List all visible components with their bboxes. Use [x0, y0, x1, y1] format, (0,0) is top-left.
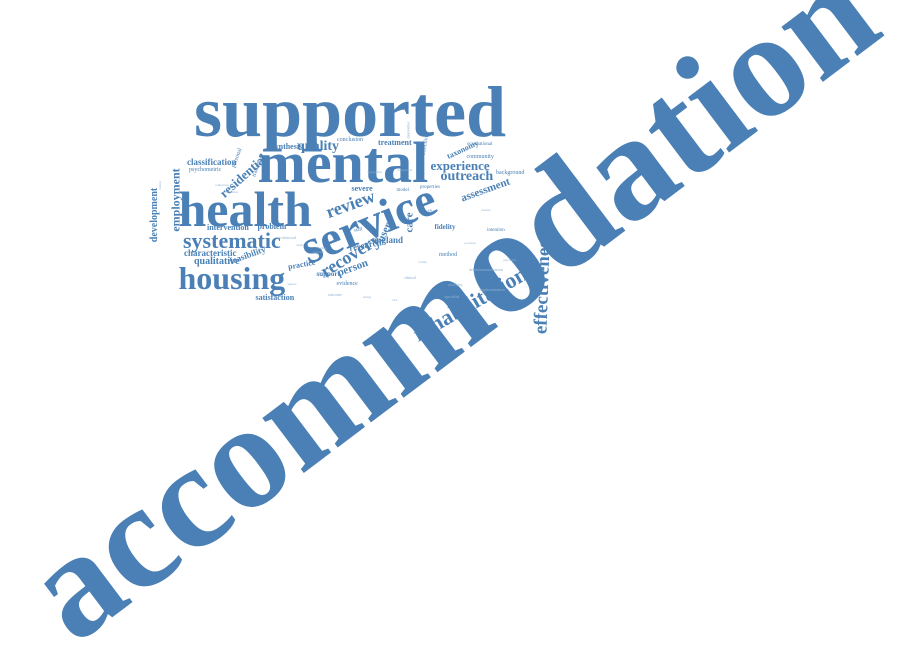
cloud-word: outreach: [440, 169, 494, 184]
cloud-word: england: [372, 234, 404, 245]
cloud-word: intention: [487, 227, 505, 233]
cloud-word: clinical: [404, 275, 416, 280]
cloud-word: effectiveness: [529, 232, 555, 334]
cloud-word: fidelity: [434, 222, 456, 231]
cloud-word: properties: [420, 184, 440, 190]
cloud-word: trial: [392, 297, 398, 302]
cloud-word: context: [157, 180, 162, 190]
cloud-word: comparison: [215, 182, 229, 187]
cloud-word: innovative: [404, 121, 410, 139]
cloud-word: severe: [351, 184, 373, 193]
cloud-word: quality: [297, 139, 340, 154]
cloud-word: deinstitutionalization: [469, 267, 503, 272]
cloud-word: development: [149, 187, 161, 243]
cloud-word: independent: [397, 167, 413, 172]
cloud-word: needs: [296, 242, 304, 247]
cloud-word: mental: [257, 130, 429, 195]
cloud-word: supported: [194, 72, 507, 152]
cloud-word: specific: [419, 209, 435, 215]
cloud-word: support: [287, 281, 297, 286]
cloud-word: community: [466, 154, 494, 160]
cloud-word: psychiatric: [503, 257, 517, 262]
cloud-word: facility: [418, 259, 428, 264]
cloud-word: synthesis: [271, 142, 303, 151]
cloud-word: background: [496, 170, 525, 176]
cloud-word: evidence: [336, 281, 358, 287]
cloud-word: qualitative: [194, 256, 240, 267]
cloud-word: feeling: [318, 245, 327, 250]
cloud-word: specialist: [444, 294, 460, 299]
cloud-word: engagement: [367, 169, 383, 174]
cloud-word: treatment: [378, 138, 412, 147]
cloud-word: activities: [448, 282, 463, 287]
cloud-word: staff: [353, 226, 363, 234]
cloud-word: model: [396, 187, 410, 193]
cloud-word: problem: [257, 222, 287, 231]
cloud-word: evaluation: [225, 189, 239, 194]
cloud-word: psychometric: [189, 167, 222, 173]
cloud-word: occupational: [467, 141, 493, 147]
cloud-word: support: [316, 269, 340, 278]
cloud-word: systematic: [183, 228, 281, 253]
cloud-word: setting: [363, 294, 371, 299]
cloud-word: outcome: [328, 292, 342, 297]
cloud-word: conclusion: [337, 137, 363, 143]
cloud-word: health: [178, 181, 312, 237]
cloud-word: employment: [168, 168, 183, 232]
cloud-word: method: [439, 252, 457, 258]
cloud-word: provision: [464, 240, 476, 245]
cloud-word: psychosocial: [275, 235, 297, 240]
cloud-word: housing: [178, 260, 286, 296]
cloud-word: approach: [312, 249, 324, 254]
cloud-word: characteristic: [184, 247, 237, 258]
cloud-word: classification: [187, 156, 237, 167]
cloud-word: implementation: [479, 287, 505, 292]
cloud-word: studies: [389, 154, 403, 160]
cloud-word: intervention: [207, 223, 249, 232]
cloud-word: barriers: [481, 207, 491, 212]
cloud-word: care: [403, 212, 416, 232]
cloud-word: satisfaction: [255, 293, 295, 302]
cloud-word: experience: [430, 157, 490, 173]
